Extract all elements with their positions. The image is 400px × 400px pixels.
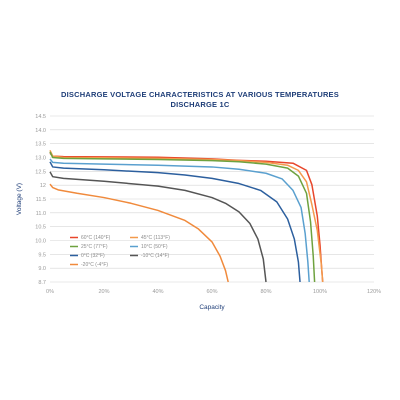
grid-lines	[50, 115, 374, 283]
chart-subtitle: DISCHARGE 1C	[170, 100, 230, 109]
legend-label: 25°C (77°F)	[81, 244, 108, 250]
legend-label: 0°C (32°F)	[81, 253, 105, 259]
y-tick-label: 9.0	[38, 266, 46, 272]
series-line	[49, 158, 310, 283]
chart-title: DISCHARGE VOLTAGE CHARACTERISTICS AT VAR…	[61, 90, 339, 99]
y-tick-label: 10.0	[35, 239, 46, 245]
y-tick-label: 14.5	[35, 114, 46, 120]
series-line	[49, 171, 267, 283]
series-line	[49, 152, 324, 283]
x-axis-ticks: 0% 20% 40% 60% 80% 100% 120%	[46, 289, 381, 295]
y-tick-label: 12	[40, 183, 46, 189]
y-tick-label: 11.5	[36, 197, 46, 203]
legend: 60°C (140°F) 45°C (113°F) 25°C (77°F) 10°C …	[70, 235, 170, 268]
y-tick-label: 13.5	[35, 142, 46, 148]
x-tick-label: 80%	[260, 289, 271, 295]
series-line	[49, 161, 301, 283]
series-line	[49, 151, 316, 283]
y-tick-label: 14.0	[35, 128, 46, 134]
y-tick-label: 12.5	[35, 169, 46, 175]
legend-label: 45°C (113°F)	[141, 235, 170, 241]
legend-label: -20°C (-4°F)	[81, 262, 108, 268]
y-tick-label: 8.7	[38, 280, 46, 286]
y-tick-label: 9.5	[38, 252, 46, 258]
legend-label: 10°C (50°F)	[141, 244, 168, 250]
y-axis-ticks: 14.5 14.0 13.5 13.0 12.5 12 11.5 11.0 10.5 10.0 9.…	[35, 114, 46, 286]
series-line	[49, 183, 229, 283]
x-tick-label: 40%	[152, 289, 163, 295]
series-line	[49, 150, 324, 283]
x-tick-label: 60%	[206, 289, 217, 295]
legend-label: 60°C (140°F)	[81, 235, 111, 241]
x-tick-label: 20%	[98, 289, 109, 295]
x-axis-label: Capacity	[199, 304, 225, 311]
x-tick-label: 120%	[367, 289, 381, 295]
series-lines	[49, 150, 324, 283]
x-tick-label: 0%	[46, 289, 54, 295]
x-tick-label: 100%	[313, 289, 327, 295]
legend-label: -10°C (14°F)	[141, 253, 170, 259]
y-tick-label: 11.0	[36, 211, 46, 217]
y-tick-label: 10.5	[35, 225, 46, 231]
y-axis-label: Voltage (V)	[16, 183, 23, 215]
y-tick-label: 13.0	[35, 156, 46, 162]
